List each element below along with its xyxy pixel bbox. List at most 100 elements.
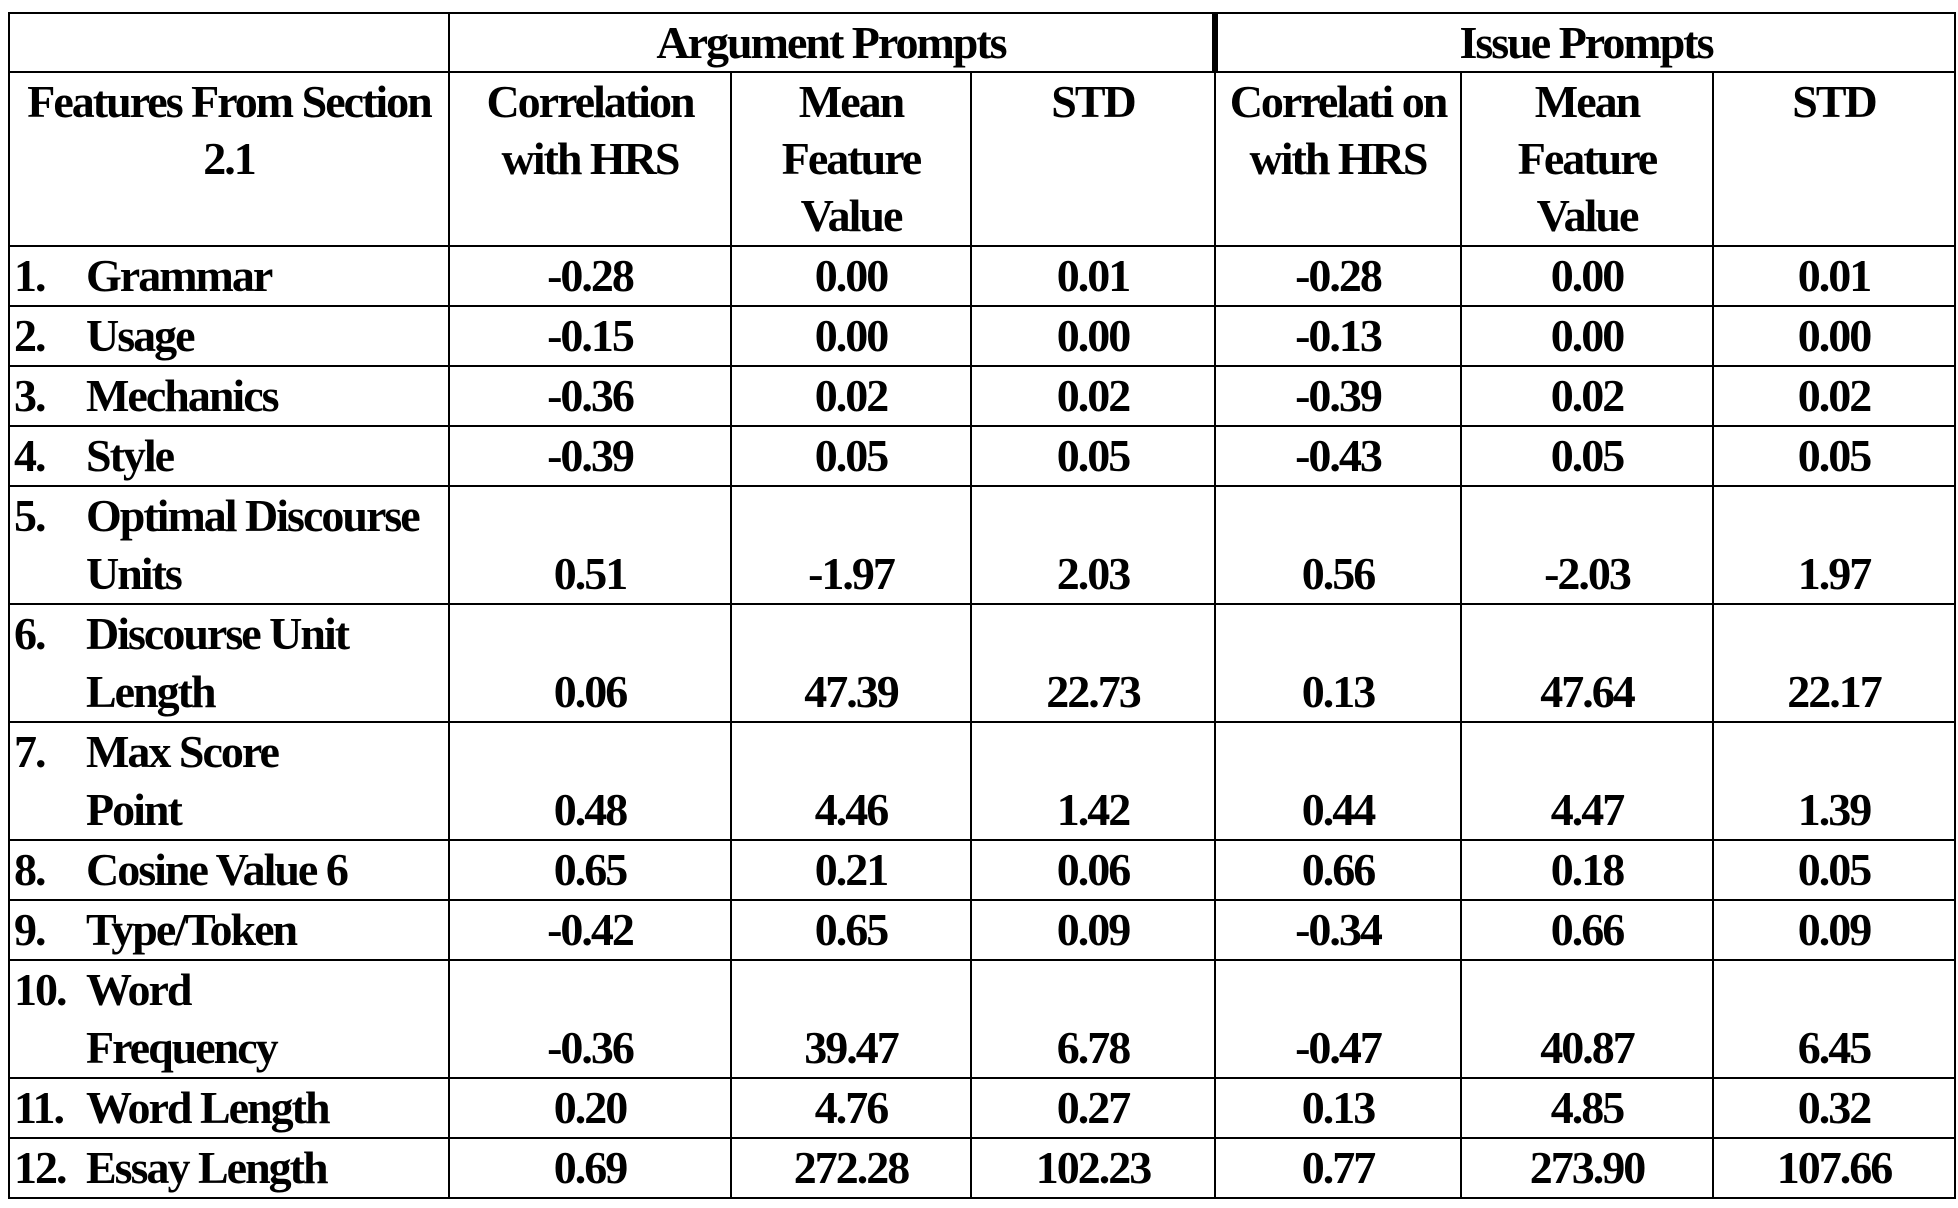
issue-mean-cell: 0.00	[1461, 306, 1713, 366]
arg-correlation-cell: 0.20	[449, 1078, 731, 1138]
table-row: 1.Grammar -0.28 0.00 0.01 -0.28 0.00 0.0…	[9, 246, 1955, 306]
issue-correlation-cell: 0.13	[1215, 1078, 1461, 1138]
issue-std-cell: 0.05	[1713, 840, 1955, 900]
issue-mean-cell: -2.03	[1461, 486, 1713, 604]
arg-mean-cell: 47.39	[731, 604, 971, 722]
feature-statistics-table: Argument Prompts Issue Prompts Features …	[8, 12, 1956, 1199]
table-row: 9.Type/Token -0.42 0.65 0.09 -0.34 0.66 …	[9, 900, 1955, 960]
issue-correlation-cell: 0.66	[1215, 840, 1461, 900]
arg-correlation-cell: -0.39	[449, 426, 731, 486]
table-row: 11.Word Length 0.20 4.76 0.27 0.13 4.85 …	[9, 1078, 1955, 1138]
issue-mean-cell: 0.66	[1461, 900, 1713, 960]
arg-std-cell: 0.00	[971, 306, 1215, 366]
feature-number: 6.	[14, 605, 86, 663]
feature-name: Essay Length	[86, 1142, 327, 1193]
arg-mean-cell: 39.47	[731, 960, 971, 1078]
group-header-row: Argument Prompts Issue Prompts	[9, 13, 1955, 72]
feature-name: Max Score Point	[86, 723, 286, 839]
feature-name: Word Frequency	[86, 961, 286, 1077]
feature-cell: 11.Word Length	[9, 1078, 449, 1138]
table-row: 6.Discourse Unit Length 0.06 47.39 22.73…	[9, 604, 1955, 722]
arg-correlation-cell: -0.28	[449, 246, 731, 306]
arg-std-cell: 2.03	[971, 486, 1215, 604]
arg-correlation-cell: -0.36	[449, 366, 731, 426]
table-row: 2.Usage -0.15 0.00 0.00 -0.13 0.00 0.00	[9, 306, 1955, 366]
issue-std-cell: 107.66	[1713, 1138, 1955, 1198]
feature-cell: 7.Max Score Point	[9, 722, 449, 840]
issue-correlation-cell: 0.44	[1215, 722, 1461, 840]
issue-std-cell: 6.45	[1713, 960, 1955, 1078]
feature-name: Mechanics	[86, 370, 278, 421]
issue-mean-header: Mean Feature Value	[1461, 72, 1713, 246]
arg-std-cell: 0.02	[971, 366, 1215, 426]
issue-correlation-cell: 0.77	[1215, 1138, 1461, 1198]
table-row: 5.Optimal Discourse Units 0.51 -1.97 2.0…	[9, 486, 1955, 604]
issue-std-cell: 0.00	[1713, 306, 1955, 366]
feature-number: 12.	[14, 1139, 86, 1197]
arg-correlation-cell: -0.42	[449, 900, 731, 960]
issue-mean-cell: 0.18	[1461, 840, 1713, 900]
issue-correlation-cell: -0.13	[1215, 306, 1461, 366]
issue-mean-cell: 4.47	[1461, 722, 1713, 840]
feature-cell: 8.Cosine Value 6	[9, 840, 449, 900]
issue-std-header: STD	[1713, 72, 1955, 246]
table-row: 7.Max Score Point 0.48 4.46 1.42 0.44 4.…	[9, 722, 1955, 840]
argument-prompts-header: Argument Prompts	[449, 13, 1215, 72]
feature-number: 4.	[14, 427, 86, 485]
arg-mean-cell: 0.00	[731, 306, 971, 366]
feature-number: 11.	[14, 1079, 86, 1137]
issue-mean-cell: 40.87	[1461, 960, 1713, 1078]
arg-mean-cell: 0.02	[731, 366, 971, 426]
issue-mean-cell: 0.00	[1461, 246, 1713, 306]
issue-std-cell: 1.39	[1713, 722, 1955, 840]
issue-std-cell: 1.97	[1713, 486, 1955, 604]
arg-correlation-header: Correlation with HRS	[449, 72, 731, 246]
issue-correlation-cell: 0.13	[1215, 604, 1461, 722]
issue-mean-cell: 0.05	[1461, 426, 1713, 486]
arg-mean-cell: 0.00	[731, 246, 971, 306]
arg-mean-cell: 4.76	[731, 1078, 971, 1138]
arg-correlation-cell: -0.15	[449, 306, 731, 366]
issue-mean-cell: 4.85	[1461, 1078, 1713, 1138]
feature-number: 8.	[14, 841, 86, 899]
issue-std-cell: 0.05	[1713, 426, 1955, 486]
arg-correlation-cell: -0.36	[449, 960, 731, 1078]
arg-correlation-cell: 0.65	[449, 840, 731, 900]
feature-cell: 6.Discourse Unit Length	[9, 604, 449, 722]
feature-number: 1.	[14, 247, 86, 305]
arg-mean-cell: -1.97	[731, 486, 971, 604]
feature-cell: 5.Optimal Discourse Units	[9, 486, 449, 604]
issue-prompts-header: Issue Prompts	[1215, 13, 1955, 72]
feature-cell: 3.Mechanics	[9, 366, 449, 426]
arg-std-cell: 22.73	[971, 604, 1215, 722]
feature-cell: 1.Grammar	[9, 246, 449, 306]
issue-std-cell: 0.02	[1713, 366, 1955, 426]
feature-name: Discourse Unit Length	[86, 605, 426, 721]
feature-number: 9.	[14, 901, 86, 959]
issue-std-cell: 0.01	[1713, 246, 1955, 306]
issue-mean-cell: 0.02	[1461, 366, 1713, 426]
issue-mean-cell: 47.64	[1461, 604, 1713, 722]
issue-mean-cell: 273.90	[1461, 1138, 1713, 1198]
empty-corner-cell	[9, 13, 449, 72]
arg-std-cell: 0.06	[971, 840, 1215, 900]
table-body: 1.Grammar -0.28 0.00 0.01 -0.28 0.00 0.0…	[9, 246, 1955, 1198]
issue-correlation-cell: 0.56	[1215, 486, 1461, 604]
arg-std-cell: 0.27	[971, 1078, 1215, 1138]
arg-std-cell: 0.09	[971, 900, 1215, 960]
issue-correlation-header: Correlati on with HRS	[1215, 72, 1461, 246]
issue-correlation-cell: -0.28	[1215, 246, 1461, 306]
feature-cell: 12.Essay Length	[9, 1138, 449, 1198]
table-row: 3.Mechanics -0.36 0.02 0.02 -0.39 0.02 0…	[9, 366, 1955, 426]
arg-mean-header: Mean Feature Value	[731, 72, 971, 246]
table-row: 10.Word Frequency -0.36 39.47 6.78 -0.47…	[9, 960, 1955, 1078]
arg-std-header: STD	[971, 72, 1215, 246]
arg-std-cell: 102.23	[971, 1138, 1215, 1198]
issue-std-cell: 22.17	[1713, 604, 1955, 722]
feature-name: Type/Token	[86, 904, 296, 955]
feature-number: 5.	[14, 487, 86, 545]
arg-correlation-cell: 0.48	[449, 722, 731, 840]
issue-std-cell: 0.32	[1713, 1078, 1955, 1138]
arg-std-cell: 0.05	[971, 426, 1215, 486]
feature-name: Grammar	[86, 250, 271, 301]
